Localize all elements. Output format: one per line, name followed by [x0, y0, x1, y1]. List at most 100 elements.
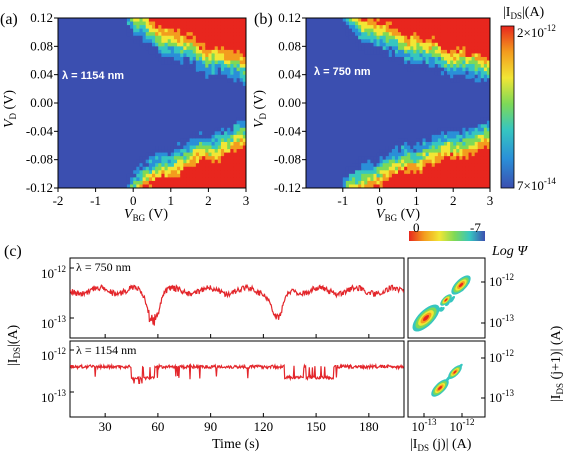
- heatmap-cell: [189, 134, 194, 140]
- heatmap-cell: [214, 35, 219, 40]
- heatmap-cell: [126, 184, 131, 188]
- heatmap-cell: [224, 163, 228, 168]
- heatmap-cell: [133, 18, 137, 23]
- heatmap-cell: [453, 32, 457, 37]
- heatmap-cell: [474, 71, 479, 76]
- heatmap-cell: [167, 184, 172, 188]
- heatmap-cell: [183, 21, 188, 26]
- heatmap-cell: [440, 39, 445, 44]
- heatmap-cell: [468, 131, 473, 136]
- heatmap-cell: [158, 46, 162, 51]
- heatmap-cell: [220, 177, 225, 182]
- heatmap-cell: [239, 166, 244, 171]
- trace-xtick-label: 120: [254, 419, 274, 434]
- heatmap-cell: [398, 49, 402, 55]
- heatmap-cell: [391, 184, 396, 188]
- heatmap-cell: [486, 28, 490, 33]
- heatmap-cell: [370, 184, 375, 188]
- heatmap-cell: [447, 131, 451, 136]
- heatmap-cell: [468, 173, 473, 178]
- heatmap-cell: [233, 138, 238, 143]
- heatmap-cell: [425, 42, 430, 47]
- heatmap-cell: [450, 138, 454, 143]
- heatmap-cell: [391, 21, 396, 26]
- heatmap-cell: [170, 149, 175, 154]
- heatmap-cell: [239, 64, 244, 69]
- heatmap-cell: [205, 131, 209, 136]
- heatmap-cell: [211, 131, 216, 136]
- heatmap-cell: [180, 21, 184, 26]
- trace-xtick-label: 90: [204, 419, 217, 434]
- heatmap-cell: [155, 180, 159, 186]
- heatmap-cell: [236, 71, 241, 76]
- heatmap-cell: [440, 180, 445, 186]
- heatmap-cell: [477, 145, 482, 150]
- heatmap-cell: [192, 152, 197, 157]
- heatmap-cell: [189, 138, 194, 143]
- heatmap-cell: [447, 71, 451, 76]
- heatmap-cell: [348, 173, 353, 178]
- heatmap-cell: [152, 46, 156, 51]
- heatmap-cell: [422, 53, 427, 58]
- heatmap-cell: [142, 163, 147, 168]
- heatmap-cell: [431, 56, 436, 62]
- heatmap-cell: [379, 42, 384, 47]
- heatmap-cell: [170, 25, 175, 30]
- heatmap-cell: [214, 184, 219, 188]
- heatmap-cell: [230, 127, 235, 132]
- heatmap-cell: [145, 173, 150, 178]
- heatmap-cell: [437, 177, 442, 182]
- heatmap-cell: [158, 32, 162, 37]
- returnmap-top-point: [449, 297, 454, 303]
- heatmap-cell: [214, 49, 219, 55]
- heatmap-cell: [431, 159, 436, 164]
- heatmap-cell: [242, 60, 246, 65]
- heatmap-cell: [486, 42, 490, 47]
- heatmap-cell: [471, 127, 476, 132]
- heatmap-cell: [471, 166, 476, 171]
- heatmap-cell: [139, 35, 144, 40]
- heatmap-cell: [465, 177, 470, 182]
- heatmap-cell: [370, 163, 375, 168]
- heatmap-cell: [170, 156, 175, 161]
- heatmap-cell: [477, 134, 482, 140]
- heatmap-cell: [161, 152, 166, 157]
- heatmap-cell: [434, 18, 439, 23]
- heatmap-cell: [217, 180, 222, 186]
- heatmap-cell: [367, 21, 371, 26]
- heatmap-cell: [148, 25, 153, 30]
- heatmap-cell: [195, 28, 200, 33]
- heatmap-cell: [382, 25, 387, 30]
- heatmap-cell: [173, 141, 178, 147]
- heatmap-cell: [217, 71, 222, 76]
- heatmap-cell: [236, 74, 241, 79]
- heatmap-cell: [480, 159, 485, 164]
- heatmap-cell: [180, 42, 184, 47]
- heatmap-cell: [170, 180, 175, 186]
- heatmap-cell: [434, 173, 439, 178]
- heatmap-cell: [236, 18, 241, 23]
- heatmap-cell: [152, 149, 156, 154]
- heatmap-cell: [459, 39, 463, 44]
- heatmap-cell: [217, 145, 222, 150]
- heatmap-cell: [382, 180, 387, 186]
- heatmap-cell: [233, 120, 238, 125]
- heatmap-cell: [145, 21, 150, 26]
- heatmap-cell: [428, 170, 433, 175]
- trace-xtick-label: 150: [306, 419, 326, 434]
- heatmap-cell: [450, 131, 454, 136]
- heatmap-cell: [139, 42, 144, 47]
- heatmap-cell: [401, 159, 405, 164]
- heatmap-cell: [170, 35, 175, 40]
- heatmap-cell: [419, 25, 424, 30]
- heatmap-cell: [180, 166, 184, 171]
- heatmap-cell: [208, 173, 213, 178]
- heatmap-cell: [440, 177, 445, 182]
- heatmap-cell: [456, 25, 460, 30]
- heatmap-cell: [379, 39, 384, 44]
- heatmap-cell: [404, 46, 408, 51]
- heatmap-cell: [220, 18, 225, 23]
- heatmap-cell: [158, 21, 162, 26]
- heatmap-cell: [239, 152, 244, 157]
- heatmap-cell: [177, 156, 181, 161]
